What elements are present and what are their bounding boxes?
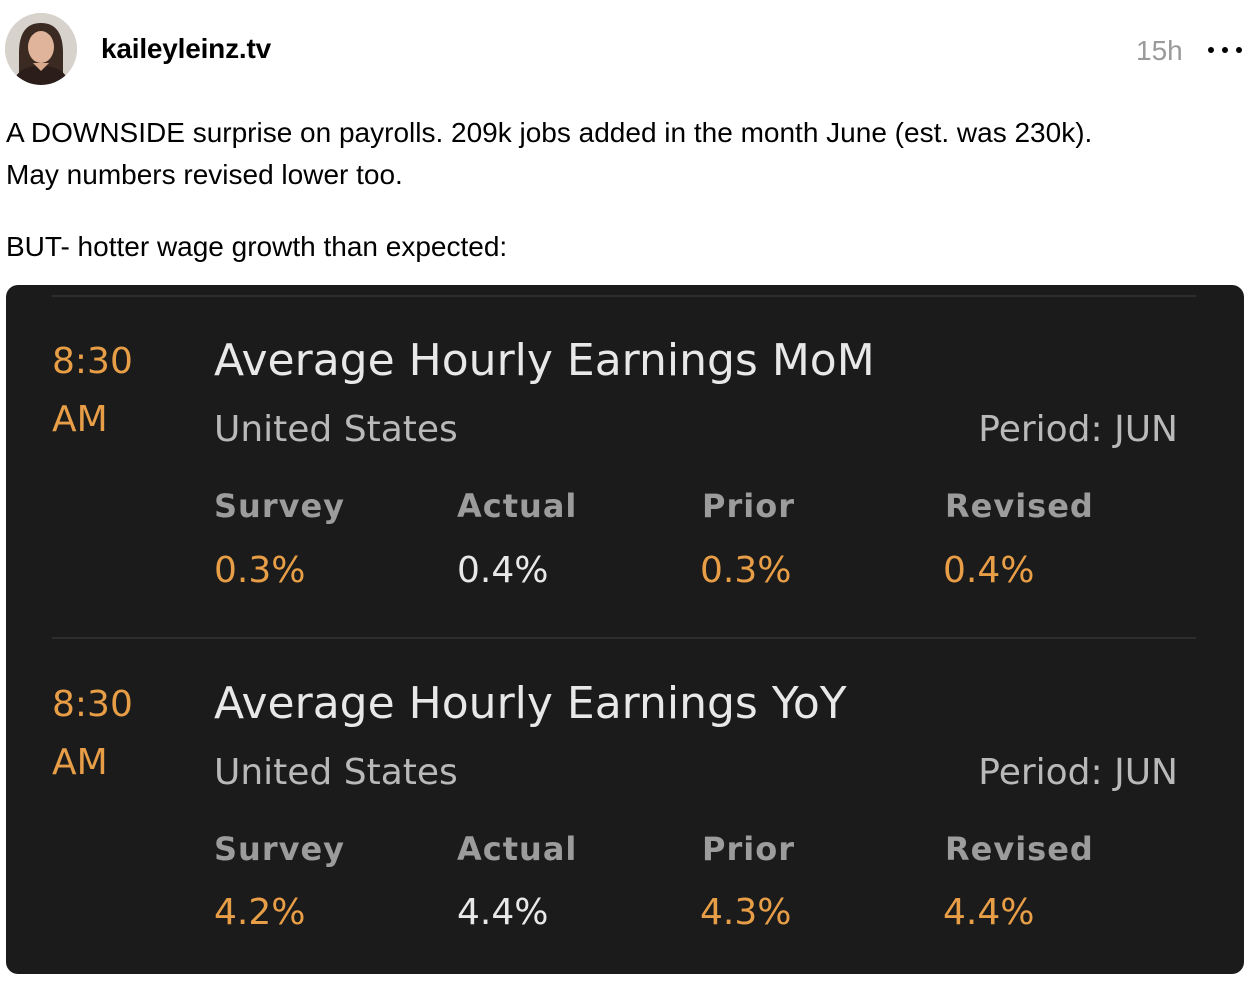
more-dot <box>1208 47 1214 53</box>
survey-label: Survey <box>214 487 346 525</box>
actual-value: 0.4% <box>457 550 549 591</box>
event-time: 8:30 <box>52 684 133 725</box>
actual-label: Actual <box>457 487 578 525</box>
post-header: kaileyleinz.tv 15h <box>0 0 1252 100</box>
avatar-portrait-icon <box>5 13 77 85</box>
survey-value: 0.3% <box>214 550 306 591</box>
post-text-line-3: BUT- hotter wage growth than expected: <box>6 231 508 262</box>
post-text-line-2: May numbers revised lower too. <box>6 159 403 190</box>
actual-value: 4.4% <box>457 892 549 933</box>
event-title: Average Hourly Earnings MoM <box>214 335 875 386</box>
survey-value: 4.2% <box>214 892 306 933</box>
event-time-ampm: AM <box>52 399 108 440</box>
event-period: Period: JUN <box>978 752 1178 793</box>
revised-value: 0.4% <box>943 550 1035 591</box>
user-avatar[interactable] <box>5 13 77 85</box>
prior-label: Prior <box>702 830 795 868</box>
survey-label: Survey <box>214 830 346 868</box>
actual-label: Actual <box>457 830 578 868</box>
event-time-ampm: AM <box>52 742 108 783</box>
economic-calendar-image[interactable]: 8:30 AM Average Hourly Earnings MoM Unit… <box>6 285 1244 974</box>
post-text-line-1: A DOWNSIDE surprise on payrolls. 209k jo… <box>6 117 1093 148</box>
prior-value: 4.3% <box>700 892 792 933</box>
row-divider <box>52 295 1196 297</box>
event-period: Period: JUN <box>978 409 1178 450</box>
event-country: United States <box>214 409 458 450</box>
more-dot <box>1222 47 1228 53</box>
more-dot <box>1236 47 1242 53</box>
revised-value: 4.4% <box>943 892 1035 933</box>
prior-value: 0.3% <box>700 550 792 591</box>
event-time: 8:30 <box>52 341 133 382</box>
username[interactable]: kaileyleinz.tv <box>101 33 271 64</box>
post-timestamp: 15h <box>1136 35 1183 66</box>
more-options-icon[interactable] <box>1208 40 1242 60</box>
prior-label: Prior <box>702 487 795 525</box>
row-divider <box>52 637 1196 639</box>
event-country: United States <box>214 752 458 793</box>
event-title: Average Hourly Earnings YoY <box>214 678 847 729</box>
revised-label: Revised <box>945 830 1094 868</box>
revised-label: Revised <box>945 487 1094 525</box>
